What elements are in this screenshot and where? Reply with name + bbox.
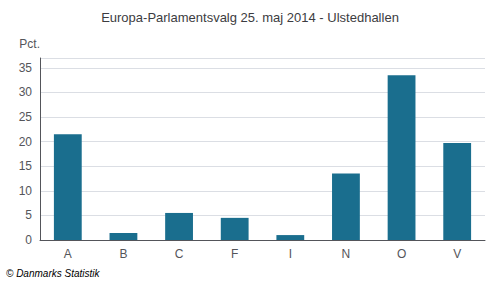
svg-text:O: O	[397, 247, 406, 261]
svg-text:A: A	[64, 247, 72, 261]
svg-text:Europa-Parlamentsvalg 25. maj: Europa-Parlamentsvalg 25. maj 2014 - Uls…	[101, 10, 399, 25]
svg-text:15: 15	[19, 159, 33, 173]
svg-text:F: F	[231, 247, 238, 261]
svg-text:5: 5	[25, 208, 32, 222]
svg-text:30: 30	[19, 85, 33, 99]
svg-text:35: 35	[19, 61, 33, 75]
svg-text:B: B	[119, 247, 127, 261]
svg-text:Pct.: Pct.	[19, 37, 40, 51]
svg-text:10: 10	[19, 184, 33, 198]
svg-text:C: C	[175, 247, 184, 261]
svg-text:N: N	[342, 247, 351, 261]
svg-text:25: 25	[19, 110, 33, 124]
svg-text:© Danmarks Statistik: © Danmarks Statistik	[6, 268, 101, 279]
svg-text:0: 0	[25, 233, 32, 247]
svg-text:V: V	[453, 247, 461, 261]
svg-text:20: 20	[19, 135, 33, 149]
svg-text:I: I	[289, 247, 292, 261]
